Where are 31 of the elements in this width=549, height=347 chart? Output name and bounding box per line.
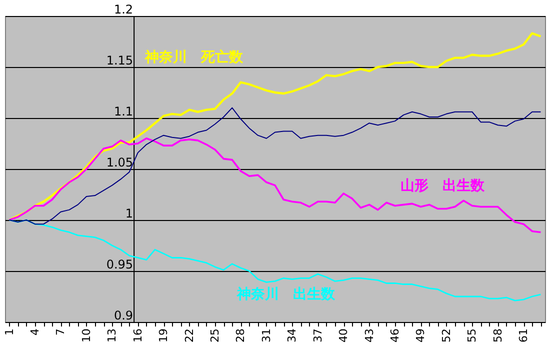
y-tick-label: 1.2	[114, 2, 134, 16]
x-tick-label: 43	[362, 328, 376, 342]
x-tick-label: 22	[182, 328, 196, 342]
x-tick-label: 25	[208, 328, 222, 342]
y-tick-label: 1.1	[114, 104, 134, 118]
x-tick-label: 40	[337, 328, 350, 342]
y-tick-label: 1.15	[106, 54, 134, 68]
x-tick-label: 19	[157, 328, 170, 342]
x-tick-label: 13	[106, 328, 119, 342]
series-label: 神奈川 出生数	[236, 285, 336, 302]
y-tick-label: 1	[125, 206, 134, 220]
y-tick-label: 0.9	[114, 308, 134, 322]
y-tick-label: 0.95	[106, 258, 134, 272]
x-tick-label: 16	[131, 328, 144, 342]
x-tick-label: 49	[414, 328, 428, 342]
x-tick-label: 7	[54, 328, 68, 336]
x-tick-label: 34	[286, 328, 299, 342]
x-tick-label: 4	[28, 328, 42, 336]
x-tick-label: 1	[2, 328, 16, 336]
x-tick-label: 28	[234, 328, 248, 342]
x-tick-label: 55	[466, 328, 479, 342]
x-tick-label: 10	[80, 328, 93, 342]
x-tick-label: 31	[260, 328, 273, 342]
x-tick-label: 37	[311, 328, 324, 342]
x-tick-label: 58	[491, 328, 504, 342]
x-tick-label: 61	[517, 328, 530, 342]
y-tick-label: 1.05	[106, 156, 134, 170]
series-label: 神奈川 死亡数	[144, 48, 244, 66]
x-tick-label: 52	[440, 328, 453, 342]
series-label: 山形 出生数	[400, 178, 486, 194]
x-tick-label: 46	[388, 328, 402, 342]
